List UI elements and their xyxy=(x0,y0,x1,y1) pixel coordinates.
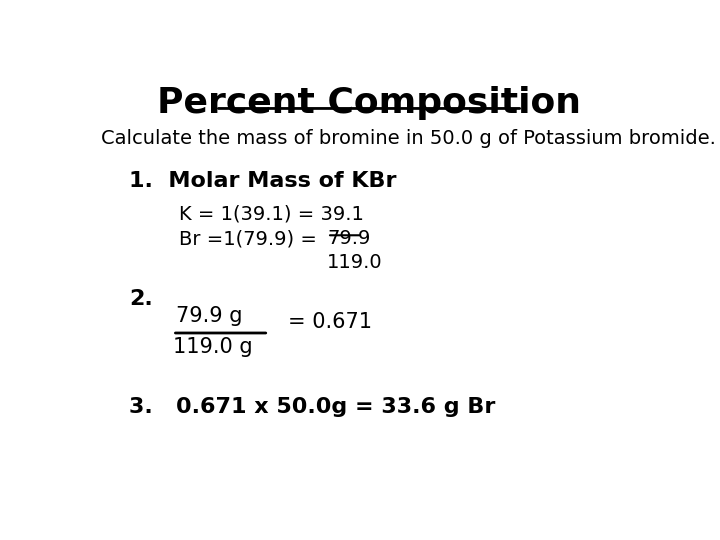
Text: 119.0 g: 119.0 g xyxy=(173,337,252,357)
Text: Percent Composition: Percent Composition xyxy=(157,85,581,119)
Text: Br =1(79.9) =: Br =1(79.9) = xyxy=(179,229,323,248)
Text: 3.   0.671 x 50.0g = 33.6 g Br: 3. 0.671 x 50.0g = 33.6 g Br xyxy=(129,397,495,417)
Text: 2.: 2. xyxy=(129,289,153,309)
Text: 119.0: 119.0 xyxy=(327,253,383,272)
Text: 1.  Molar Mass of KBr: 1. Molar Mass of KBr xyxy=(129,171,397,191)
Text: Calculate the mass of bromine in 50.0 g of Potassium bromide.: Calculate the mass of bromine in 50.0 g … xyxy=(101,129,716,149)
Text: = 0.671: = 0.671 xyxy=(288,312,372,332)
Text: 79.9 g: 79.9 g xyxy=(176,306,243,326)
Text: K = 1(39.1) = 39.1: K = 1(39.1) = 39.1 xyxy=(179,204,364,223)
Text: 79.9: 79.9 xyxy=(327,229,371,248)
